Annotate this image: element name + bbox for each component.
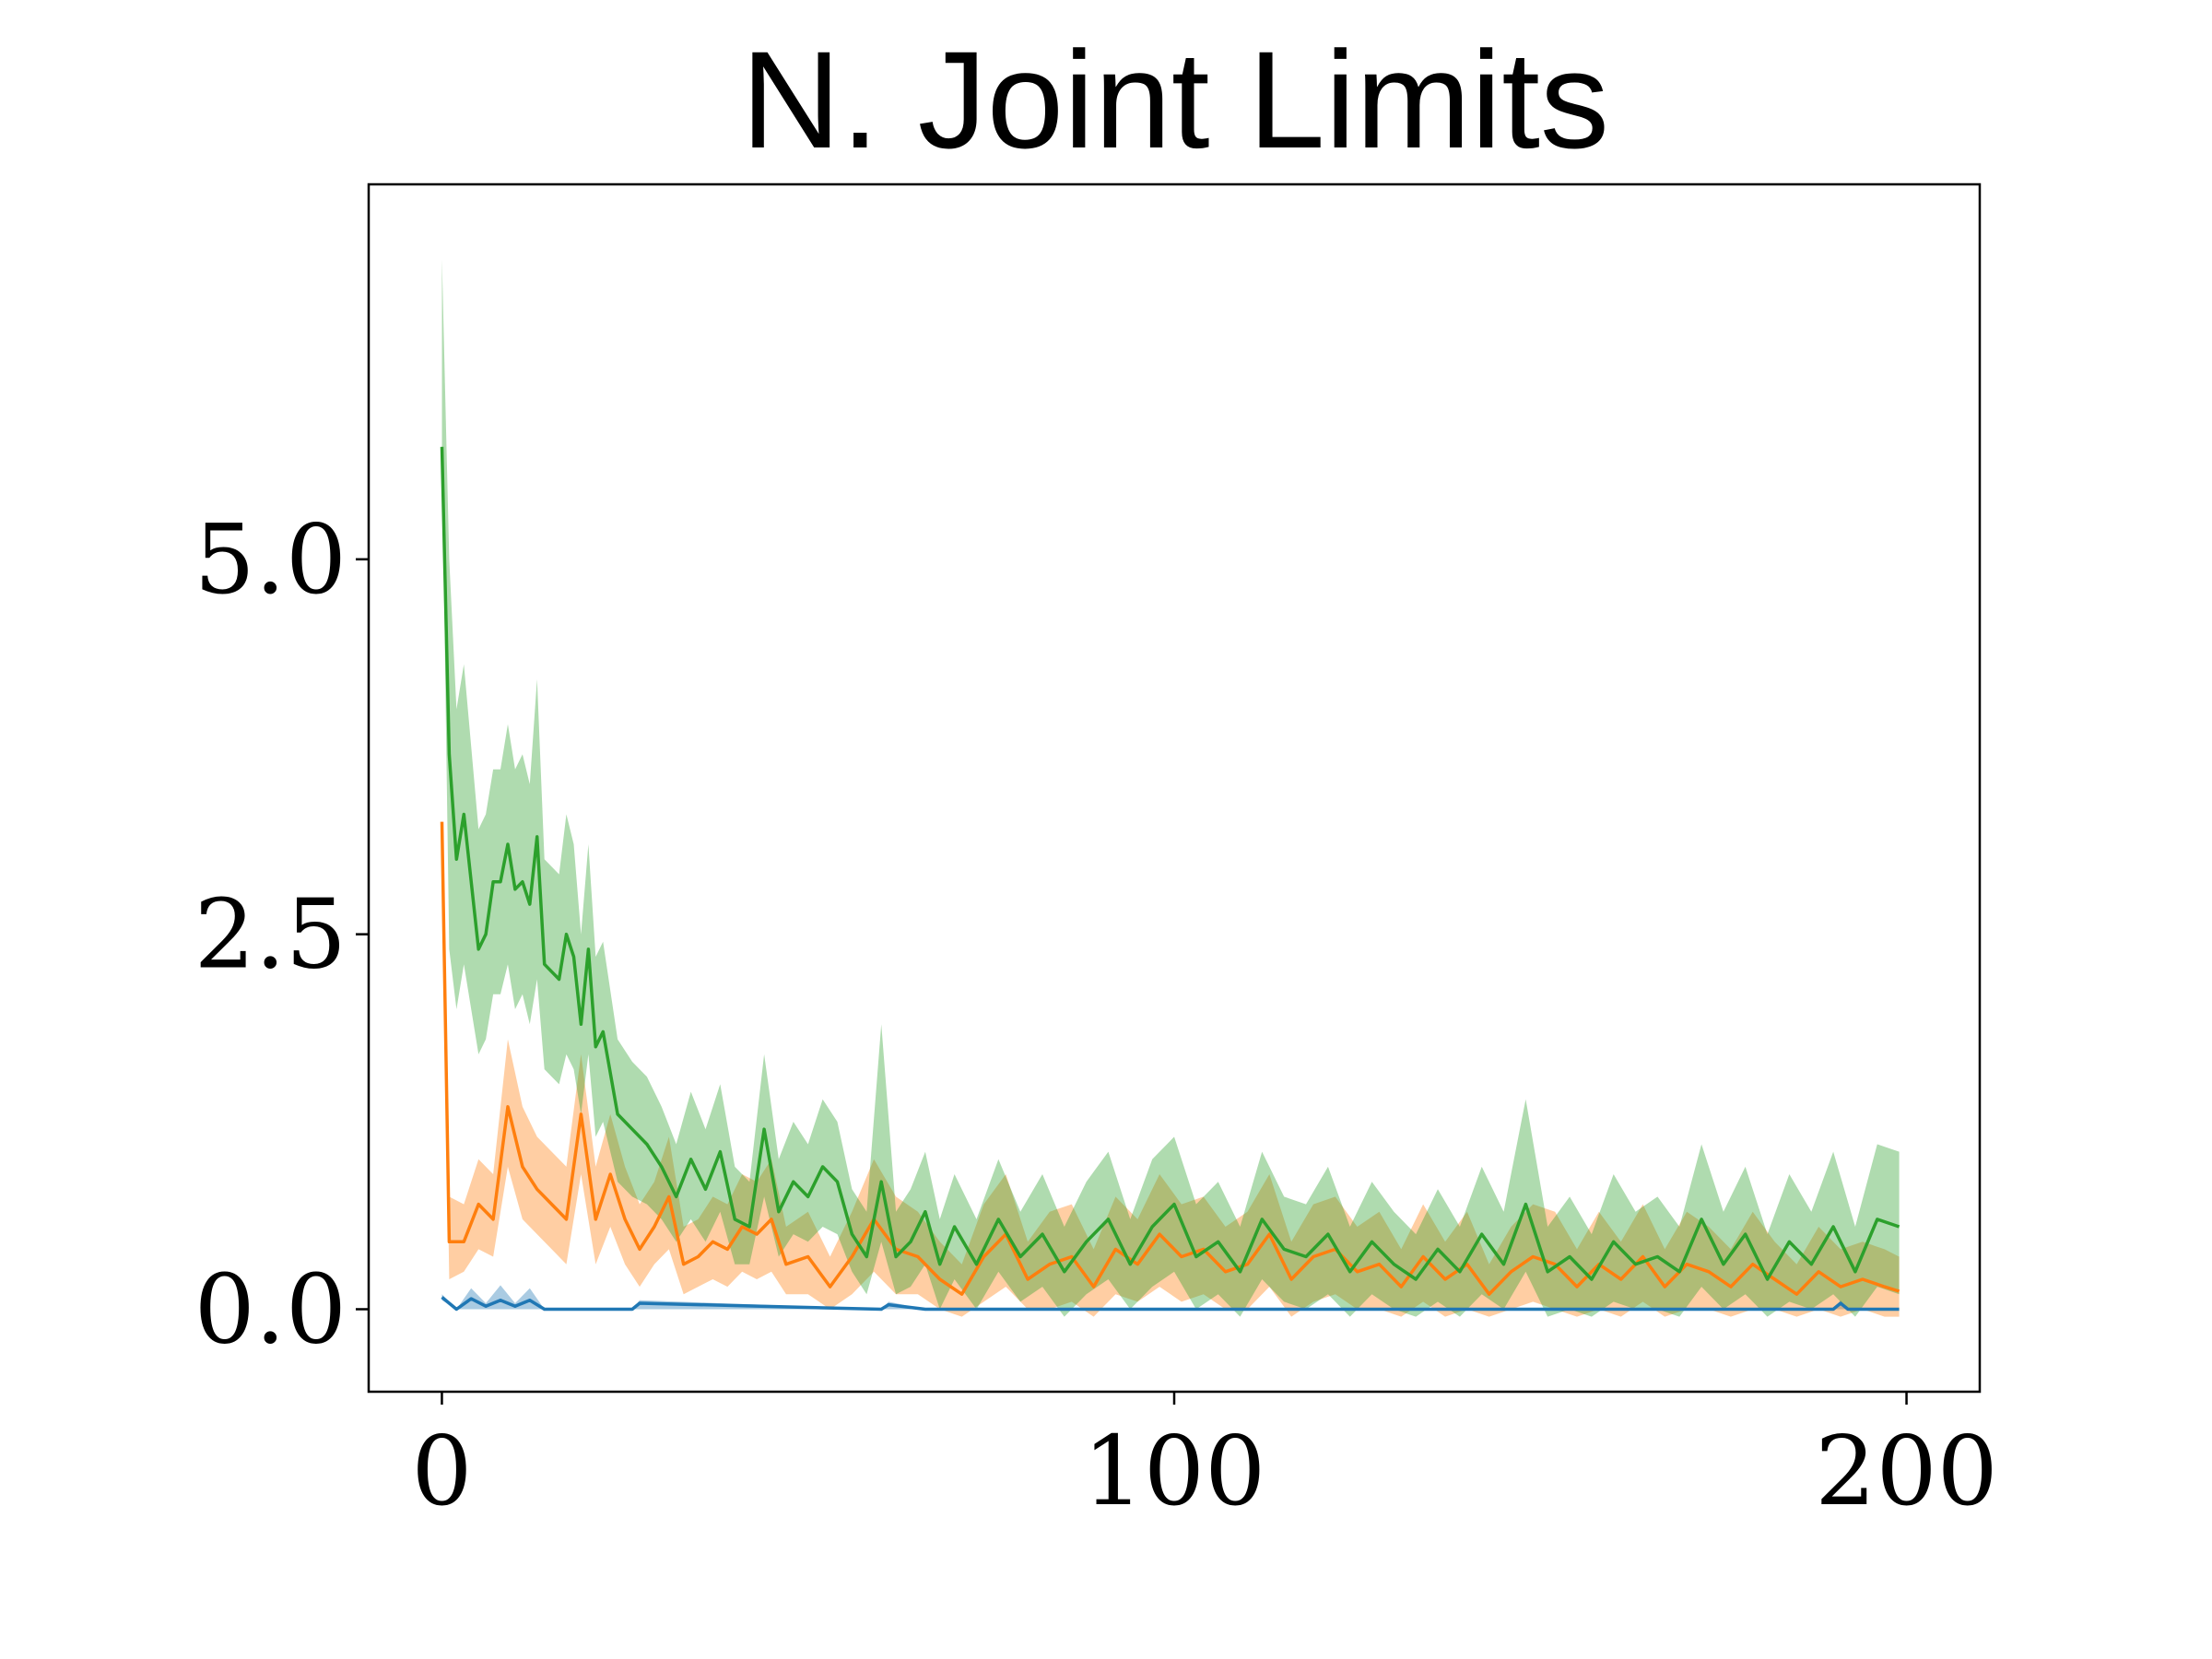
series-lines — [440, 446, 1900, 1312]
axis-ticks: 0 100 200 0.0 2.5 5.0 — [194, 503, 1998, 1527]
y-tick-label: 0.0 — [194, 1253, 347, 1365]
y-tick-label: 5.0 — [194, 503, 347, 616]
x-tick-label: 200 — [1815, 1415, 1998, 1527]
series-2-band — [441, 821, 1900, 1317]
series-2-line — [440, 821, 1900, 1296]
y-tick-label: 2.5 — [194, 878, 347, 991]
series-3-line — [440, 446, 1900, 1281]
series-3-band — [441, 259, 1900, 1317]
x-tick-label: 100 — [1083, 1415, 1266, 1527]
chart-title: N. Joint Limits — [741, 22, 1609, 177]
series-1-line — [441, 1296, 1900, 1312]
confidence-bands — [441, 259, 1900, 1317]
x-tick-label: 0 — [411, 1415, 472, 1527]
